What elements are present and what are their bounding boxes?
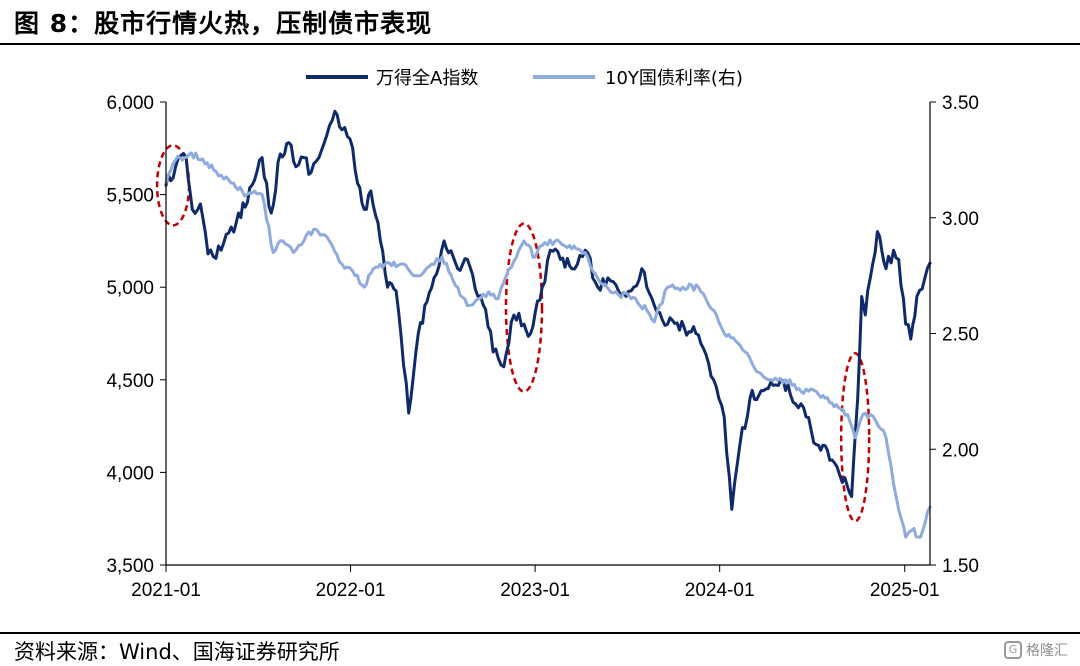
y-left-tick-label: 4,000	[106, 463, 154, 484]
source-note: 资料来源：Wind、国海证券研究所	[14, 640, 340, 664]
y-right-tick-label: 2.50	[942, 325, 979, 346]
highlight-ellipse-3	[839, 351, 871, 523]
x-tick-label: 2022-01	[316, 580, 386, 601]
x-tick-label: 2021-01	[131, 580, 201, 601]
x-tick-label: 2025-01	[870, 580, 940, 601]
bottom-rule	[0, 632, 1080, 634]
watermark-text: 格隆汇	[1026, 643, 1068, 659]
y-left-tick-label: 3,500	[106, 556, 154, 577]
line-chart: 6,000 5,500 5,000 4,500 4,000 3,500 3.50 3.00 2.…	[106, 68, 979, 601]
y-left-tick-label: 5,500	[106, 186, 154, 207]
y-right-tick-label: 2.00	[942, 440, 979, 461]
x-tick-label: 2024-01	[685, 580, 755, 601]
x-tick-label: 2023-01	[500, 580, 570, 601]
y-left-tick-label: 5,000	[106, 278, 154, 299]
highlight-ellipse-2	[504, 222, 544, 393]
axes: 6,000 5,500 5,000 4,500 4,000 3,500 3.50 3.00 2.…	[106, 93, 979, 601]
legend-label-2: 10Y国债利率(右)	[605, 68, 743, 89]
y-left-tick-label: 6,000	[106, 93, 154, 114]
y-right-tick-label: 1.50	[942, 556, 979, 577]
series-line-2	[164, 151, 932, 539]
watermark-logo-icon: G	[1004, 641, 1022, 659]
top-rule	[0, 43, 1080, 45]
figure-title: 图 8：股市行情火热，压制债市表现	[14, 9, 433, 38]
series-line-1	[164, 109, 932, 511]
series-layer	[164, 109, 932, 539]
y-left-tick-label: 4,500	[106, 371, 154, 392]
legend-label-1: 万得全A指数	[376, 68, 478, 89]
watermark: G 格隆汇	[1004, 638, 1074, 662]
legend: 万得全A指数 10Y国债利率(右)	[306, 68, 743, 89]
y-right-tick-label: 3.00	[942, 209, 979, 230]
y-right-tick-label: 3.50	[942, 93, 979, 114]
